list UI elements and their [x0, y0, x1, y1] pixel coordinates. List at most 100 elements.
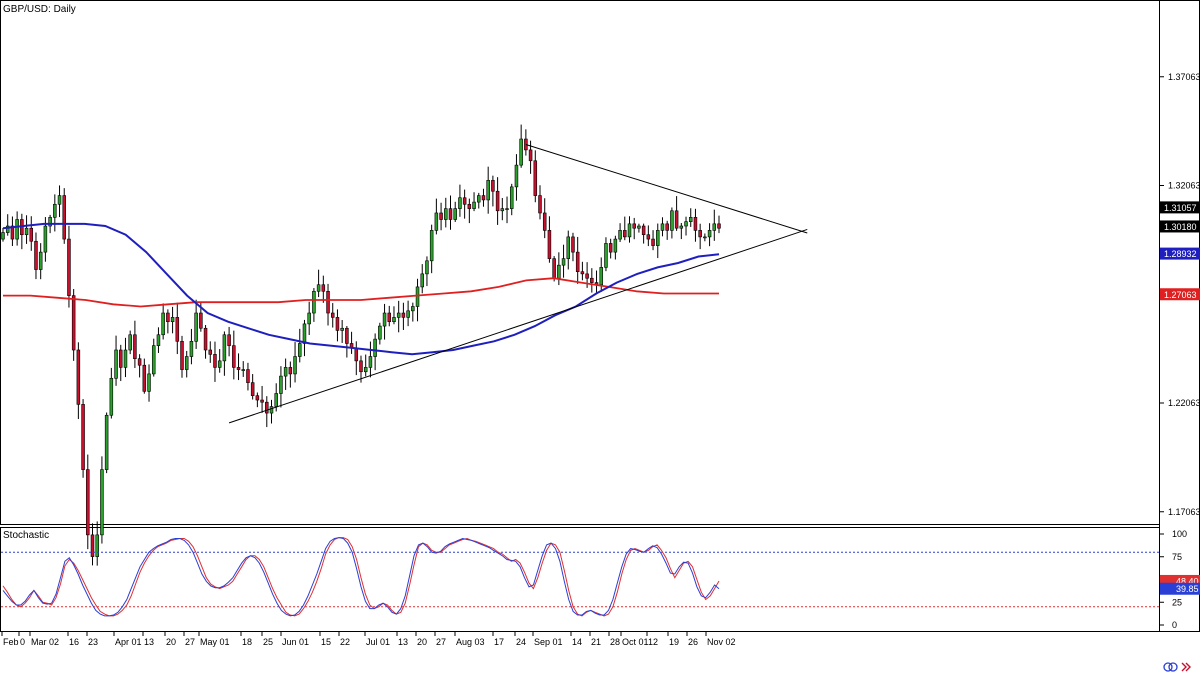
bearish-candle [646, 234, 651, 240]
bullish-candle [392, 317, 396, 323]
bearish-candle [175, 317, 180, 342]
bearish-candle [528, 149, 533, 162]
bearish-candle [199, 312, 203, 329]
bullish-candle [425, 260, 429, 275]
time-axis-label: Oct 01 [622, 637, 649, 647]
slow-moving-average-line [3, 277, 719, 308]
bullish-candle [363, 367, 368, 373]
price-tag-label: 1.31057 [1164, 203, 1197, 213]
bullish-candle [100, 469, 104, 536]
bullish-candle [57, 195, 62, 205]
main-title-bg [1, 1, 89, 15]
bullish-candle [627, 223, 632, 238]
price-axis-label: 1.22063 [1168, 398, 1200, 408]
bearish-candle [651, 238, 655, 246]
bullish-candle [151, 345, 156, 375]
bullish-candle [519, 138, 523, 166]
bearish-candle [166, 312, 170, 323]
fast-moving-average-line [2, 222, 720, 356]
bullish-candle [283, 367, 288, 377]
stochastic-axis-label: 25 [1172, 597, 1182, 607]
bearish-candle [439, 212, 443, 220]
bullish-candle [561, 258, 566, 266]
time-axis-label: 15 [321, 637, 331, 647]
bullish-candle [184, 356, 189, 370]
bullish-candle [222, 334, 227, 362]
bearish-candle [330, 312, 335, 318]
bullish-candle [613, 238, 618, 253]
bearish-candle [86, 469, 90, 536]
bearish-candle [137, 358, 142, 366]
bullish-candle [312, 290, 316, 314]
time-axis-label: Jun 01 [282, 637, 309, 647]
stochastic-axis-label: 100 [1172, 529, 1187, 539]
price-tag-box [1160, 220, 1200, 233]
bullish-candle [170, 317, 175, 323]
bearish-candle [232, 345, 236, 368]
bearish-candle [462, 197, 467, 205]
time-axis-label: 14 [572, 637, 582, 647]
bullish-candle [95, 534, 99, 557]
bearish-candle [208, 349, 213, 355]
bullish-candle [599, 267, 603, 286]
bullish-candle [378, 325, 382, 340]
bearish-candle [698, 230, 702, 238]
bullish-candle [566, 236, 571, 259]
bullish-candle [656, 230, 660, 246]
bullish-candle [307, 312, 311, 325]
bullish-candle [618, 230, 622, 240]
time-axis-label: Mar 02 [31, 637, 59, 647]
time-axis-label: 13 [144, 637, 154, 647]
bullish-candle [505, 208, 509, 210]
bullish-candle [298, 343, 302, 357]
bullish-candle [703, 236, 707, 239]
bearish-candle [542, 212, 547, 231]
bullish-candle [434, 212, 439, 231]
time-axis-label: 12 [648, 637, 658, 647]
bullish-candle [274, 393, 278, 407]
bearish-candle [335, 317, 340, 331]
bullish-candle [637, 225, 641, 229]
link-icon[interactable] [1163, 662, 1178, 672]
time-axis-label: 21 [591, 637, 601, 647]
axes: 1.37063 1.32063 1.22063 1.17063 1.31057 1.301… [1, 72, 1200, 647]
bearish-candle [260, 399, 264, 403]
bearish-candle [580, 271, 585, 275]
bearish-candle [71, 295, 76, 351]
bearish-candle [133, 334, 137, 359]
bearish-candle [641, 225, 646, 236]
bullish-candle [194, 312, 198, 342]
bearish-candle [674, 210, 679, 229]
bearish-candle [227, 334, 231, 346]
scroll-arrows-icon[interactable] [1181, 662, 1191, 672]
bullish-candle [396, 312, 401, 318]
time-axis-label: 17 [494, 637, 504, 647]
price-tag-label: 1.27063 [1164, 290, 1197, 300]
time-axis-label: 25 [263, 637, 273, 647]
bearish-candle [481, 195, 486, 201]
bullish-candle [707, 230, 712, 238]
bullish-candle [53, 203, 57, 218]
bearish-candle [467, 203, 472, 209]
time-axis-label: 19 [669, 637, 679, 647]
bearish-candle [119, 349, 123, 368]
bullish-candle [406, 310, 410, 318]
main-panel-frame [0, 0, 1160, 525]
bearish-candle [76, 349, 81, 405]
bullish-candle [109, 377, 114, 416]
bullish-candle [411, 306, 415, 312]
bullish-candle [458, 197, 462, 209]
stochastic-d-line [2, 537, 720, 617]
sub-title-bg [1, 528, 57, 541]
bullish-candle [15, 219, 19, 240]
bearish-candle [10, 225, 15, 240]
time-axis-label: 27 [185, 637, 195, 647]
bearish-candle [90, 534, 95, 557]
bullish-candle [241, 369, 245, 371]
price-axis-label: 1.32063 [1168, 181, 1200, 191]
price-axis-label: 1.37063 [1168, 72, 1200, 82]
time-axis-label: Nov 02 [707, 637, 736, 647]
bullish-candle [684, 221, 688, 227]
time-axis-label: Sep 01 [534, 637, 563, 647]
